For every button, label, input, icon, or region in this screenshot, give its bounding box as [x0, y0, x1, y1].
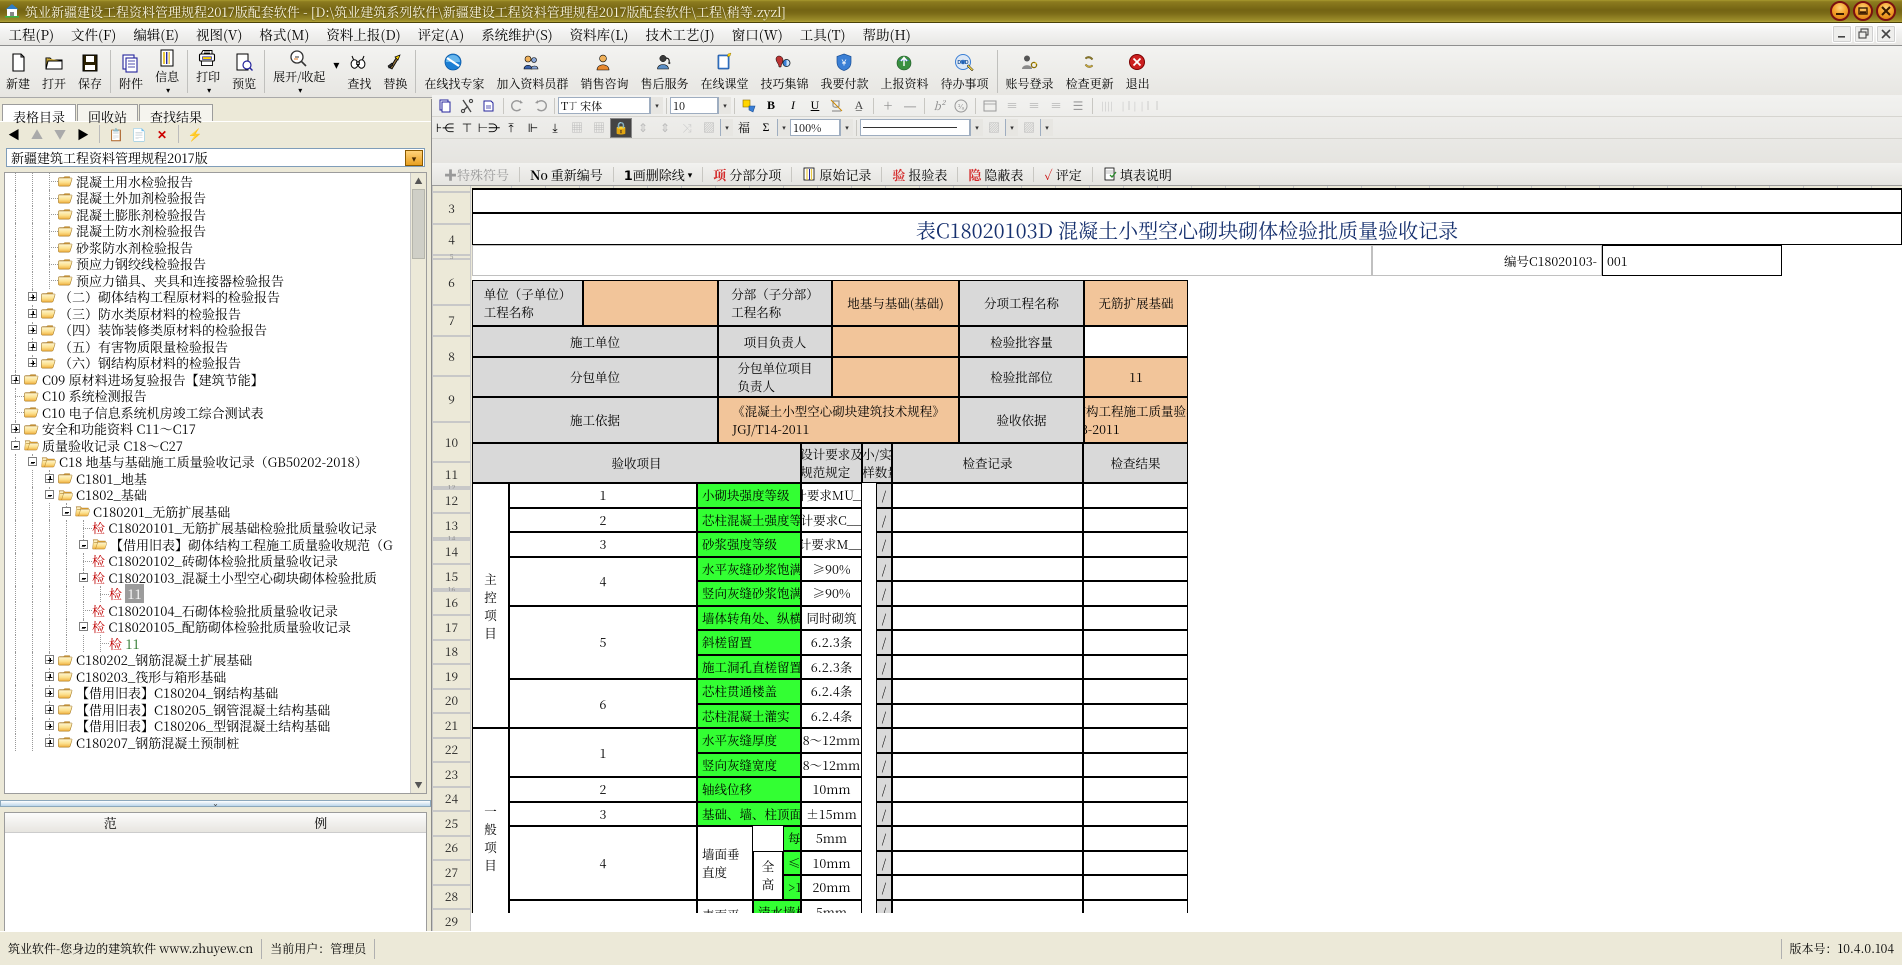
svg-text:DVD: DVD	[957, 60, 968, 66]
svg-text:⅟ₐ: ⅟ₐ	[958, 102, 965, 112]
svg-text:¥: ¥	[840, 58, 846, 68]
